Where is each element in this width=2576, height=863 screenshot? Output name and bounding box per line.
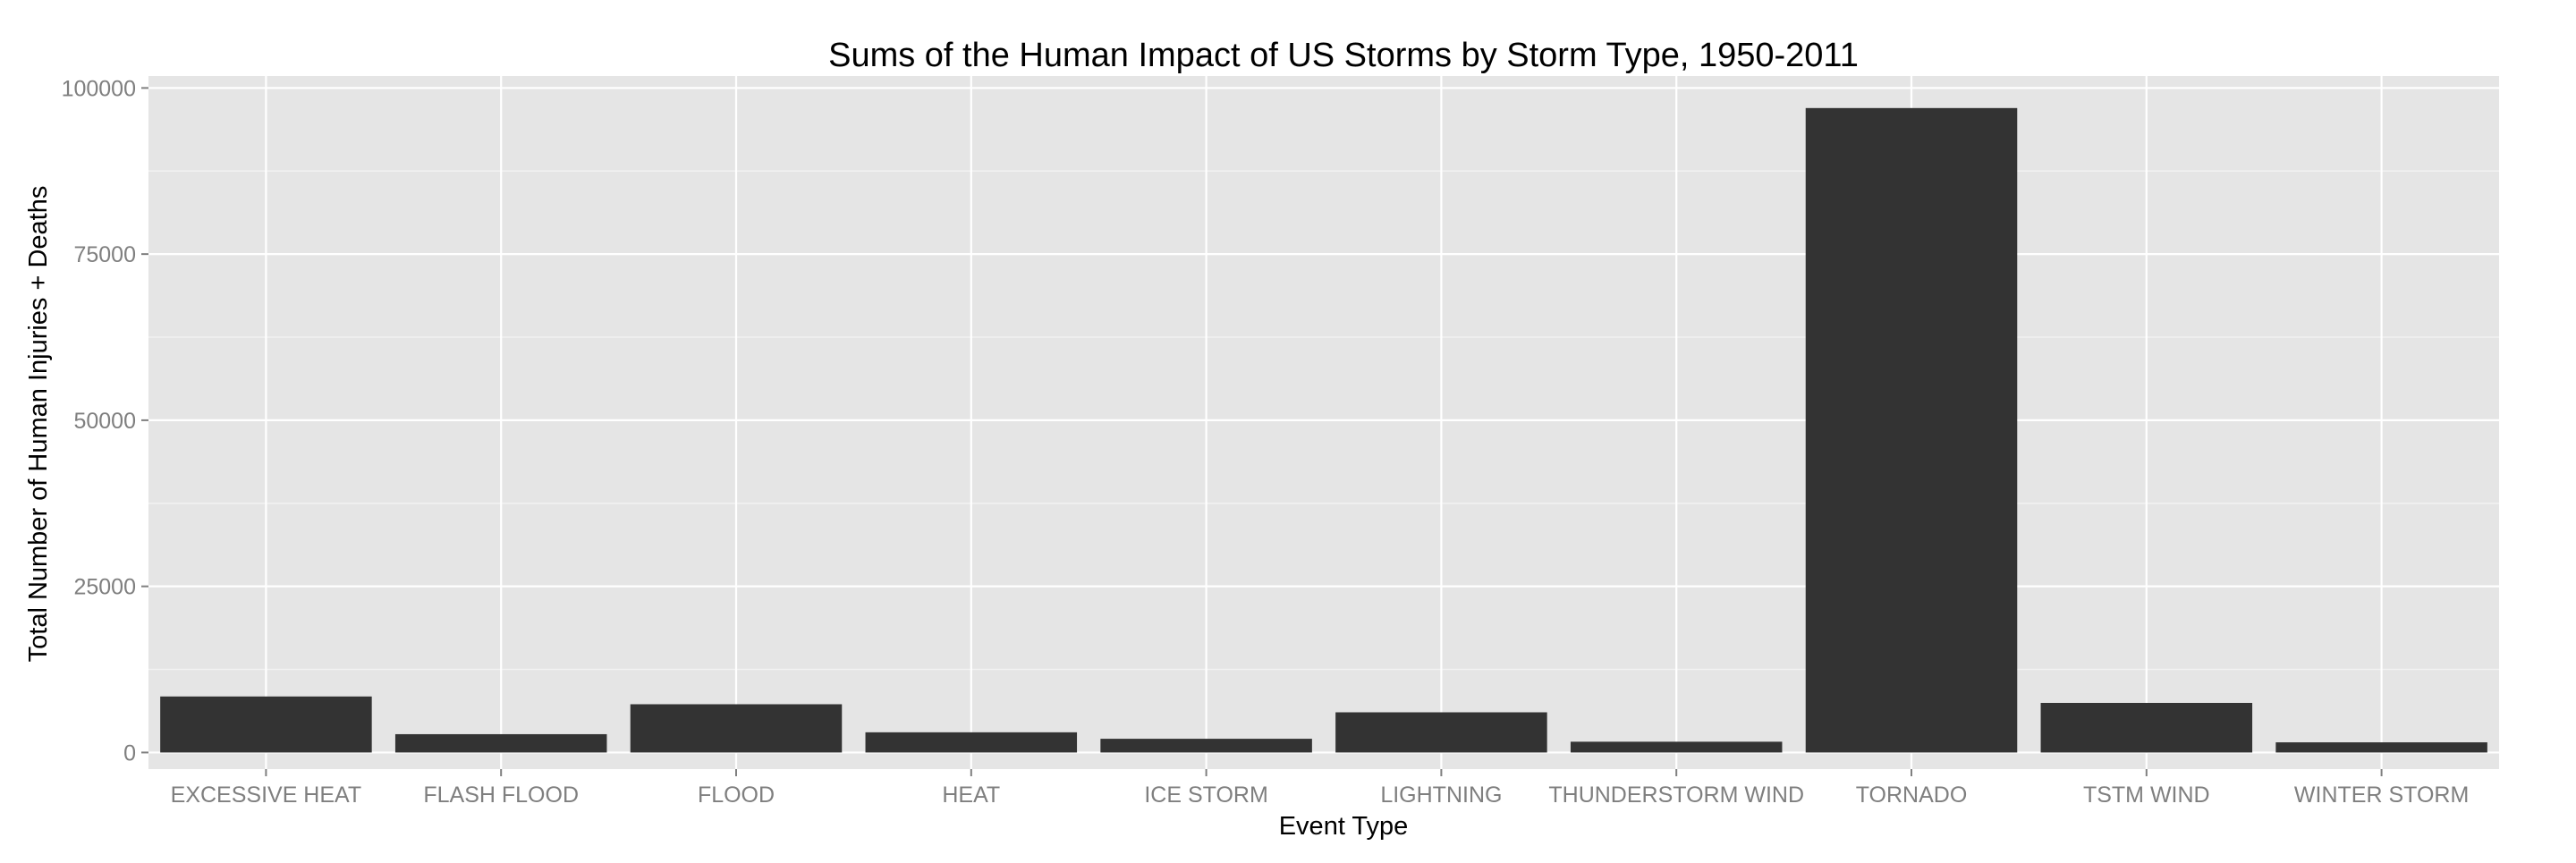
x-axis-ticks: EXCESSIVE HEAT FLASH FLOOD FLOOD HEAT ICE ST…	[171, 769, 2469, 808]
y-tick-label: 0	[123, 740, 136, 766]
y-tick-label: 100000	[62, 76, 136, 101]
x-tick-label: LIGHTNING	[1380, 783, 1502, 808]
plot-panel	[148, 76, 2499, 769]
x-tick-label: FLASH FLOOD	[423, 783, 579, 808]
x-tick-label: TSTM WIND	[2083, 783, 2210, 808]
bar	[394, 733, 607, 753]
y-tick-label: 50000	[73, 409, 136, 434]
bar	[1805, 107, 2018, 753]
y-tick-label: 25000	[73, 575, 136, 600]
grid-major	[148, 76, 2499, 769]
grid-minor	[148, 170, 2499, 671]
y-axis-label: Total Number of Human Injuries + Deaths	[24, 186, 53, 663]
x-tick-label: WINTER STORM	[2294, 783, 2469, 808]
bar	[160, 696, 372, 753]
x-tick-label: HEAT	[942, 783, 1000, 808]
x-tick-label: TORNADO	[1856, 783, 1968, 808]
bar	[630, 704, 843, 753]
bar	[1570, 741, 1783, 753]
y-axis-ticks: 0 25000 50000 75000 100000	[62, 76, 148, 766]
bar	[1335, 712, 1547, 753]
bar	[2040, 702, 2253, 753]
bar	[2275, 742, 2487, 753]
x-axis-label: Event Type	[1279, 812, 1409, 841]
bar	[1100, 739, 1312, 753]
bars	[160, 107, 2487, 753]
x-tick-label: FLOOD	[698, 783, 775, 808]
chart-title: Sums of the Human Impact of US Storms by…	[828, 37, 1859, 74]
x-tick-label: EXCESSIVE HEAT	[171, 783, 362, 808]
x-tick-label: THUNDERSTORM WIND	[1548, 783, 1804, 808]
y-tick-label: 75000	[73, 242, 136, 267]
bar	[865, 732, 1078, 753]
x-tick-label: ICE STORM	[1144, 783, 1267, 808]
